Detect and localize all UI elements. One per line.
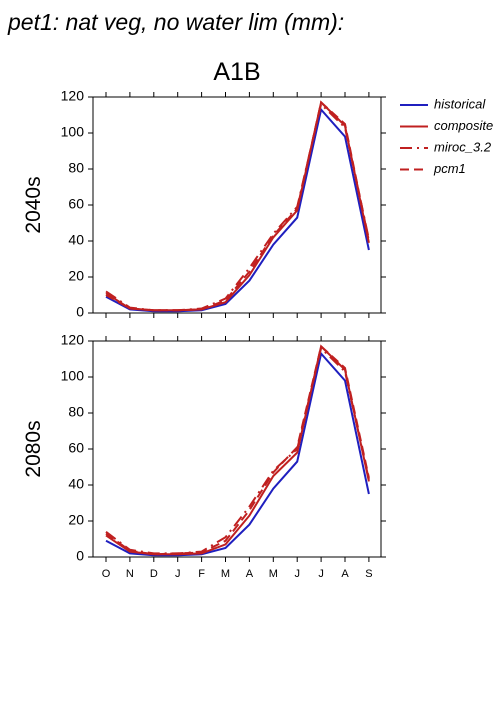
x-tick-label: A [246, 568, 254, 580]
legend-label: pcm1 [433, 161, 466, 176]
y-tick-label: 60 [68, 440, 84, 456]
y-tick-label: 120 [61, 88, 85, 104]
y-tick-label: 20 [68, 512, 84, 528]
series-line [105, 346, 370, 555]
x-tick-label: N [126, 568, 134, 580]
y-tick-label: 120 [61, 332, 85, 348]
y-tick-label: 80 [68, 404, 84, 420]
figure-subtitle: A1B [213, 58, 260, 86]
x-tick-label: F [198, 568, 205, 580]
y-tick-label: 80 [68, 160, 84, 176]
x-tick-label: J [294, 568, 300, 580]
series-line [105, 102, 370, 312]
y-tick-label: 0 [76, 304, 84, 320]
y-axis-label: 2080s [22, 420, 45, 477]
series-line [105, 100, 370, 312]
x-tick-label: M [269, 568, 278, 580]
x-tick-label: J [318, 568, 324, 580]
series-line [105, 351, 370, 557]
y-tick-label: 40 [68, 232, 84, 248]
x-tick-label: O [102, 568, 111, 580]
legend-label: miroc_3.2 [434, 139, 492, 154]
x-tick-label: M [221, 568, 230, 580]
series-line [105, 107, 370, 313]
series-line [105, 344, 370, 556]
y-tick-label: 20 [68, 268, 84, 284]
x-tick-label: D [150, 568, 158, 580]
y-tick-label: 60 [68, 196, 84, 212]
series-line [105, 100, 370, 312]
x-tick-label: J [175, 568, 181, 580]
x-tick-label: A [341, 568, 349, 580]
y-tick-label: 100 [61, 368, 85, 384]
y-tick-label: 40 [68, 476, 84, 492]
legend-label: composite [434, 118, 493, 133]
y-tick-label: 0 [76, 548, 84, 564]
y-axis-label: 2040s [22, 176, 45, 233]
figure-title: pet1: nat veg, no water lim (mm): [7, 9, 344, 35]
legend-label: historical [434, 96, 486, 111]
y-tick-label: 100 [61, 124, 85, 140]
x-tick-label: S [365, 568, 372, 580]
